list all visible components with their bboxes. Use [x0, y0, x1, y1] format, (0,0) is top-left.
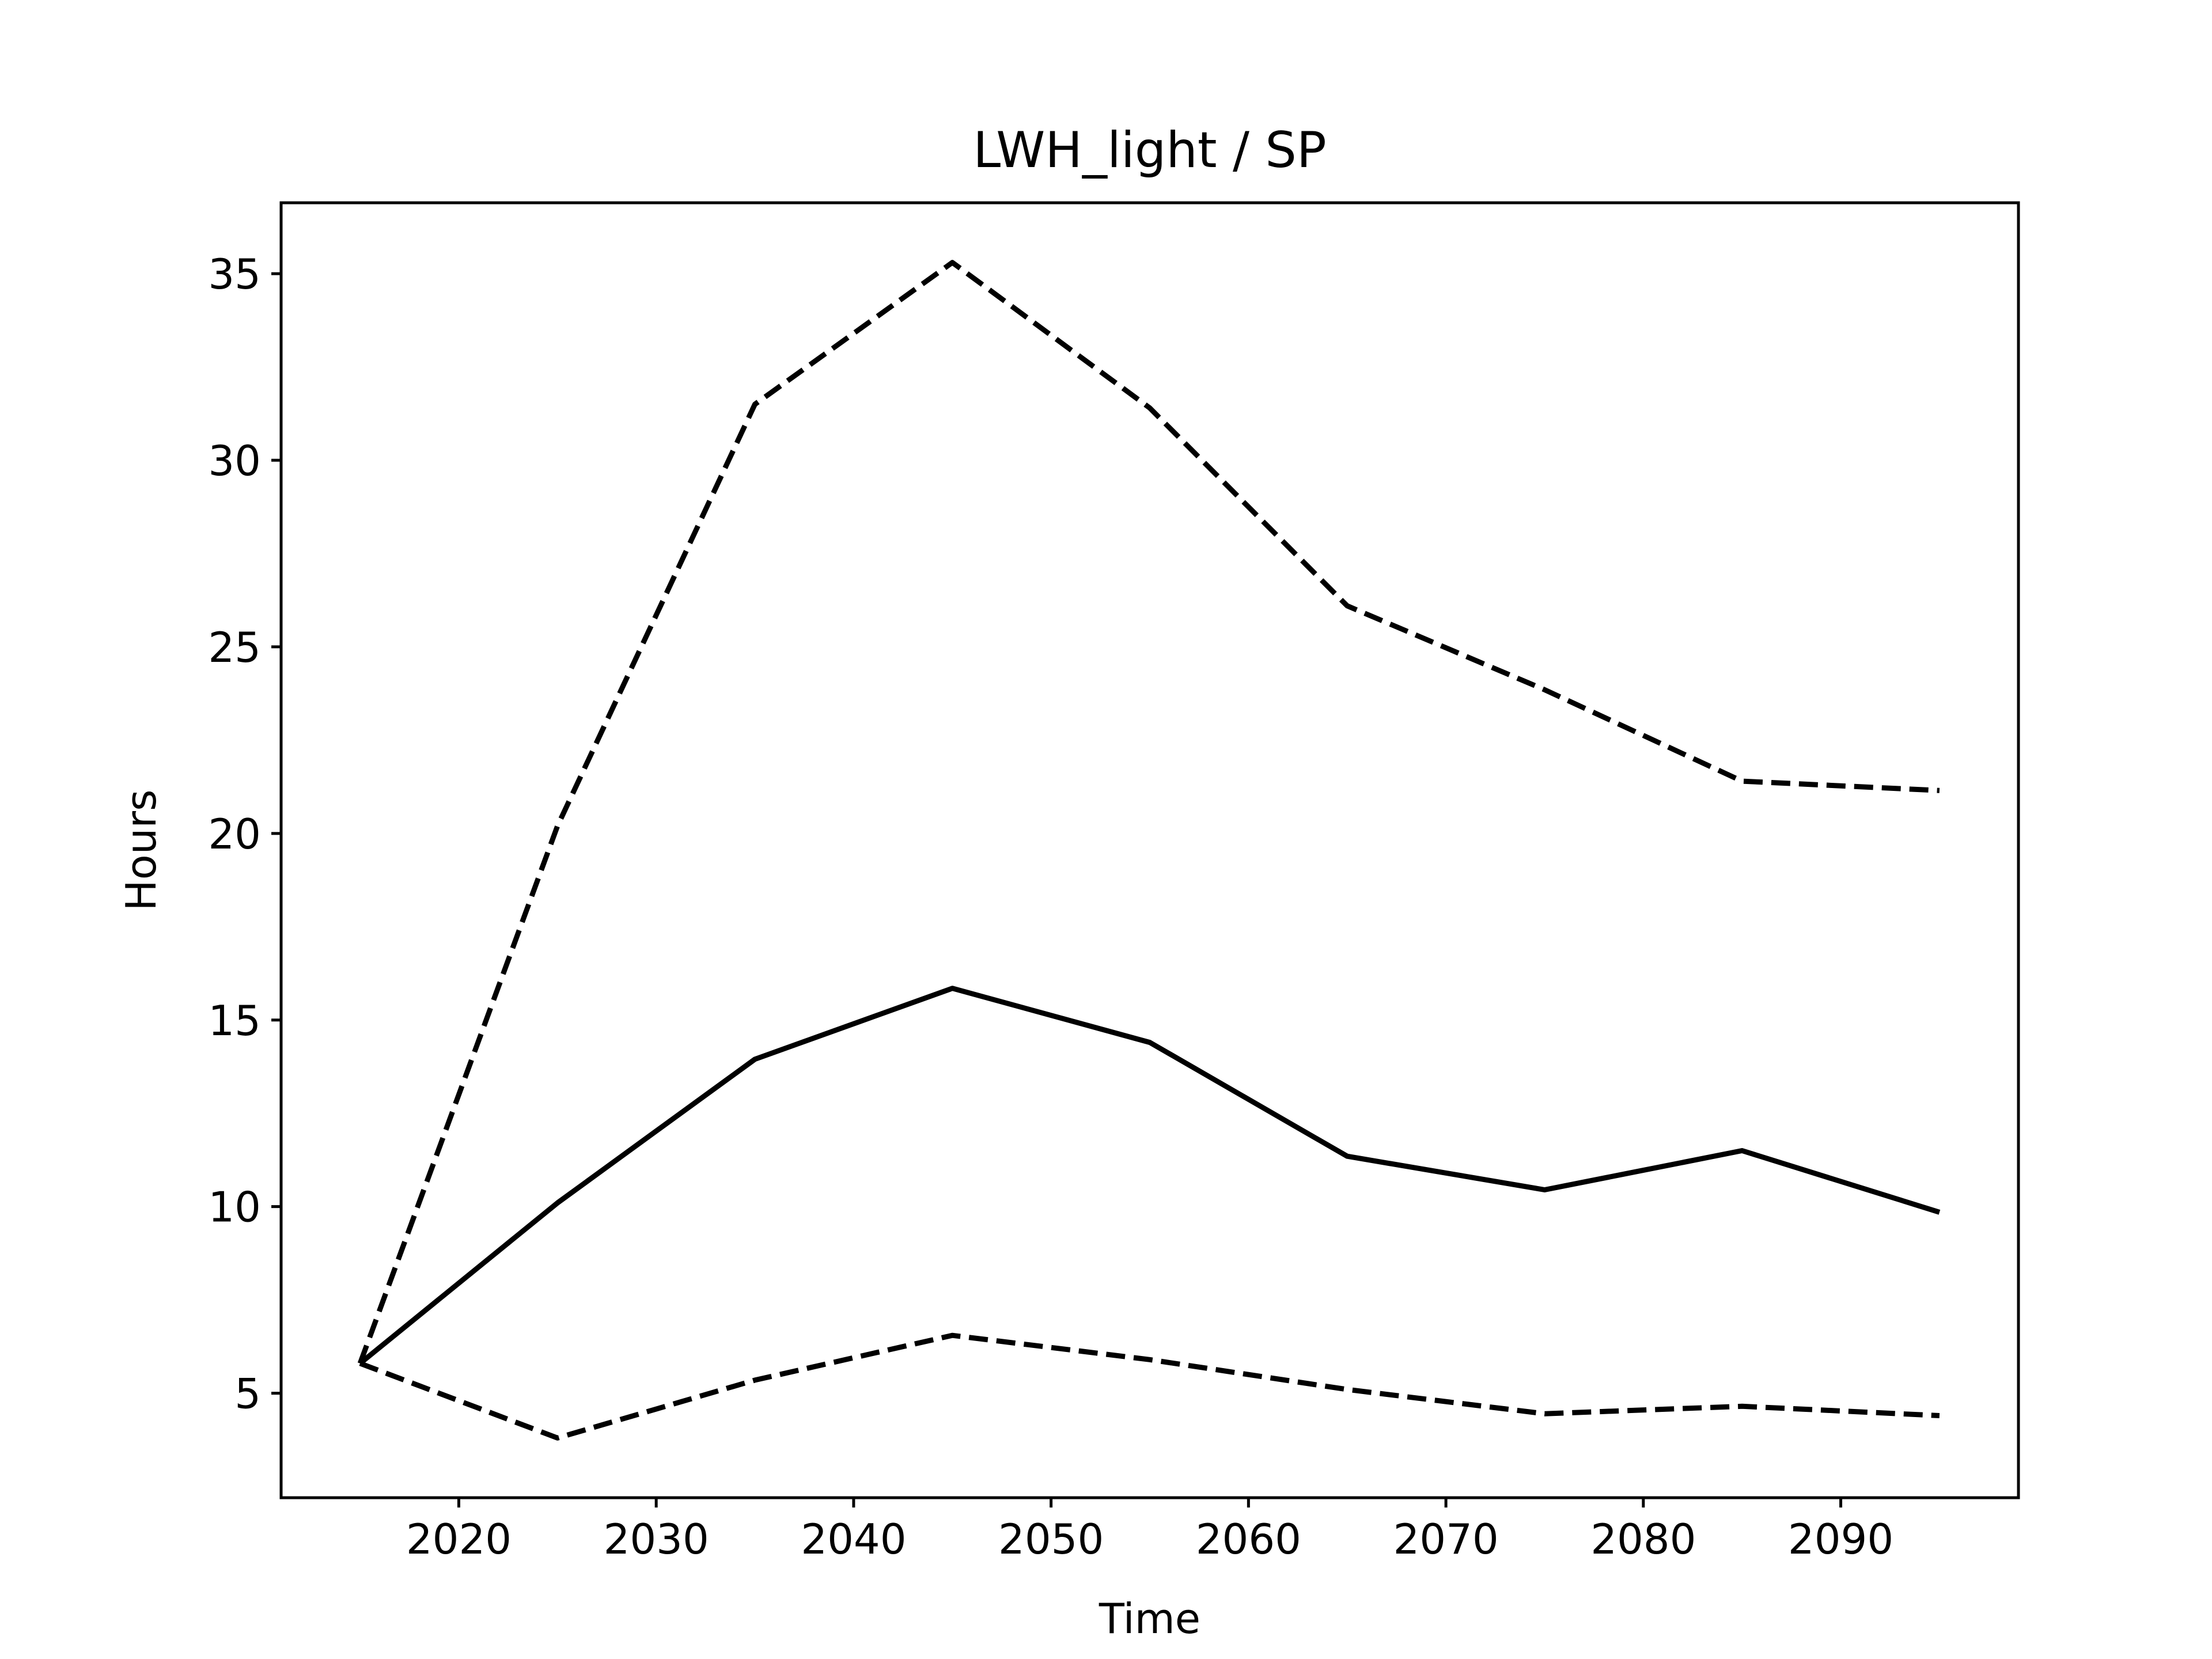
y-axis: 5 10 15 20 25 30 35 [208, 250, 281, 1418]
series-line-1 [358, 986, 1941, 1366]
y-tick-label: 30 [208, 437, 261, 485]
plot-area [357, 260, 1941, 1441]
y-axis-label: Hours [117, 790, 165, 911]
x-tick-label: 2080 [1590, 1515, 1696, 1563]
y-tick-label: 20 [208, 810, 261, 858]
y-tick-label: 5 [234, 1370, 261, 1418]
x-tick-label: 2070 [1393, 1515, 1498, 1563]
y-tick-label: 15 [208, 997, 261, 1045]
x-axis: 2020 2030 2040 2050 2060 2070 2080 2090 [406, 1498, 1893, 1563]
chart-title: LWH_light / SP [973, 122, 1326, 179]
y-tick-label: 10 [208, 1183, 261, 1232]
x-tick-label: 2020 [406, 1515, 512, 1563]
x-axis-label: Time [1099, 1594, 1200, 1643]
x-tick-label: 2090 [1788, 1515, 1893, 1563]
x-tick-label: 2030 [604, 1515, 709, 1563]
y-tick-label: 35 [208, 250, 261, 298]
series-line-3 [359, 1332, 1940, 1441]
y-tick-label: 25 [208, 623, 261, 672]
x-tick-label: 2050 [998, 1515, 1104, 1563]
plot-frame [279, 201, 2020, 1499]
x-tick-label: 2040 [801, 1515, 906, 1563]
series-line-2 [357, 260, 1940, 1365]
x-tick-label: 2060 [1196, 1515, 1301, 1563]
